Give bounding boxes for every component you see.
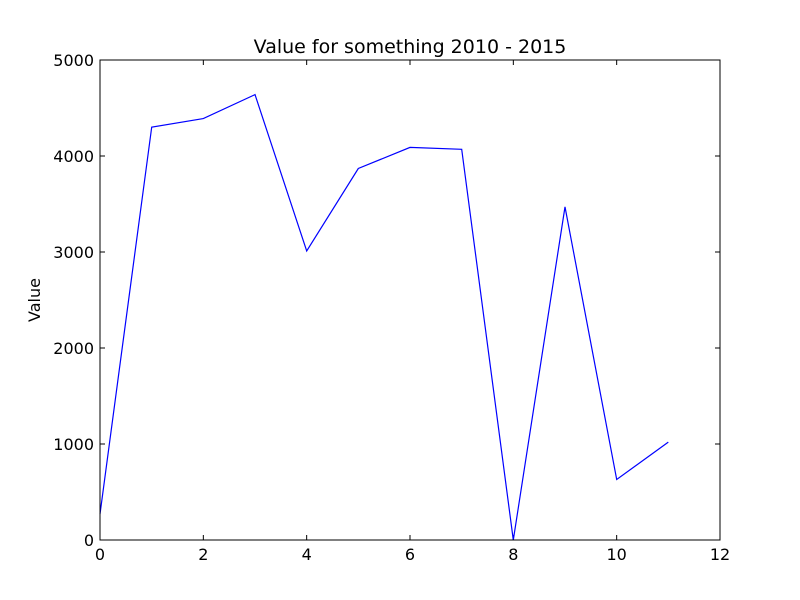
x-tick-label: 2 bbox=[198, 545, 208, 564]
y-tick-label: 4000 bbox=[53, 147, 94, 166]
x-tick-label: 12 bbox=[710, 545, 730, 564]
y-axis-label: Value bbox=[25, 278, 44, 322]
y-tick-label: 3000 bbox=[53, 243, 94, 262]
plot-frame bbox=[99, 59, 721, 541]
x-tick-label: 8 bbox=[508, 545, 518, 564]
x-tick-label: 10 bbox=[606, 545, 626, 564]
series-line bbox=[99, 93, 669, 541]
x-tick-label: 4 bbox=[302, 545, 312, 564]
y-tick-label: 0 bbox=[84, 531, 94, 550]
chart-title: Value for something 2010 - 2015 bbox=[254, 36, 567, 58]
plot-area bbox=[99, 93, 669, 541]
x-tick-label: 6 bbox=[405, 545, 415, 564]
axis-ticks: 0 2 4 6 8 10 12 0 1000 2000 3000 4000 5000 bbox=[53, 51, 730, 564]
y-tick-label: 5000 bbox=[53, 51, 94, 70]
x-tick-label: 0 bbox=[95, 545, 105, 564]
y-tick-label: 2000 bbox=[53, 339, 94, 358]
y-tick-label: 1000 bbox=[53, 435, 94, 454]
